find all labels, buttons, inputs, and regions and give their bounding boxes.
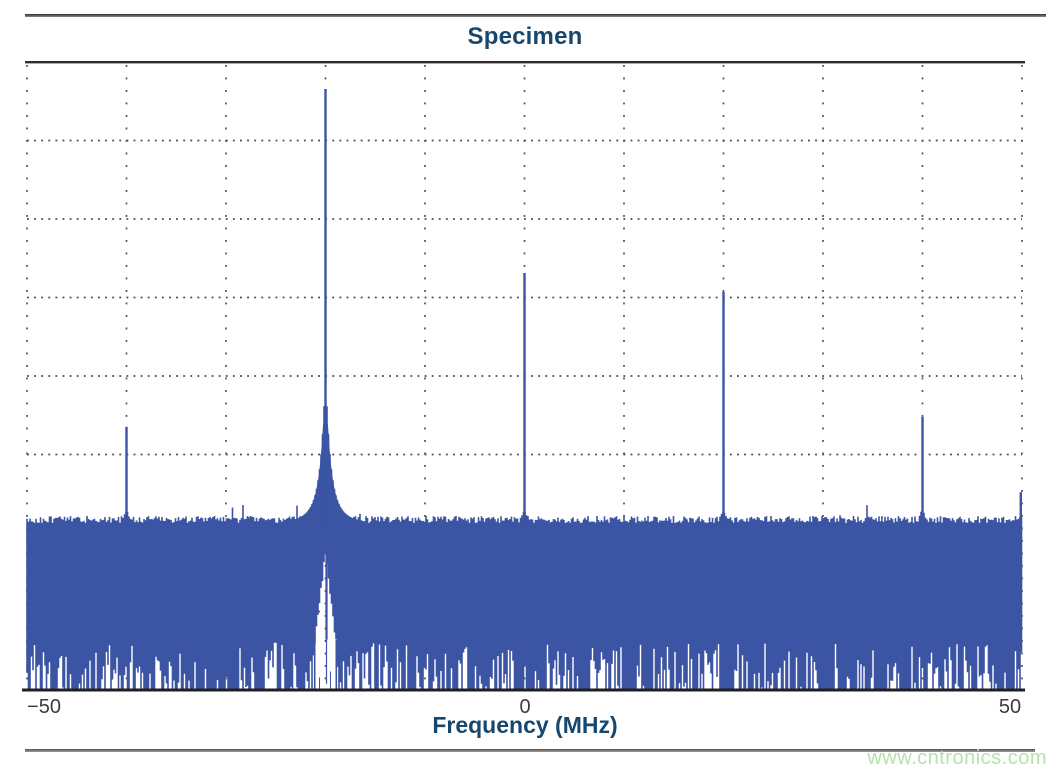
x-axis-title: Frequency (MHz) xyxy=(432,712,618,738)
watermark-text: www.cntronics.com xyxy=(867,747,1047,769)
x-tick-50: 50 xyxy=(998,696,1022,718)
chart-title: Specimen xyxy=(467,23,583,50)
bottom-rule xyxy=(25,749,1035,752)
x-tick-minus50: −50 xyxy=(27,696,61,718)
x-tick-zero: 0 xyxy=(519,696,531,718)
top-rule xyxy=(25,14,1046,17)
